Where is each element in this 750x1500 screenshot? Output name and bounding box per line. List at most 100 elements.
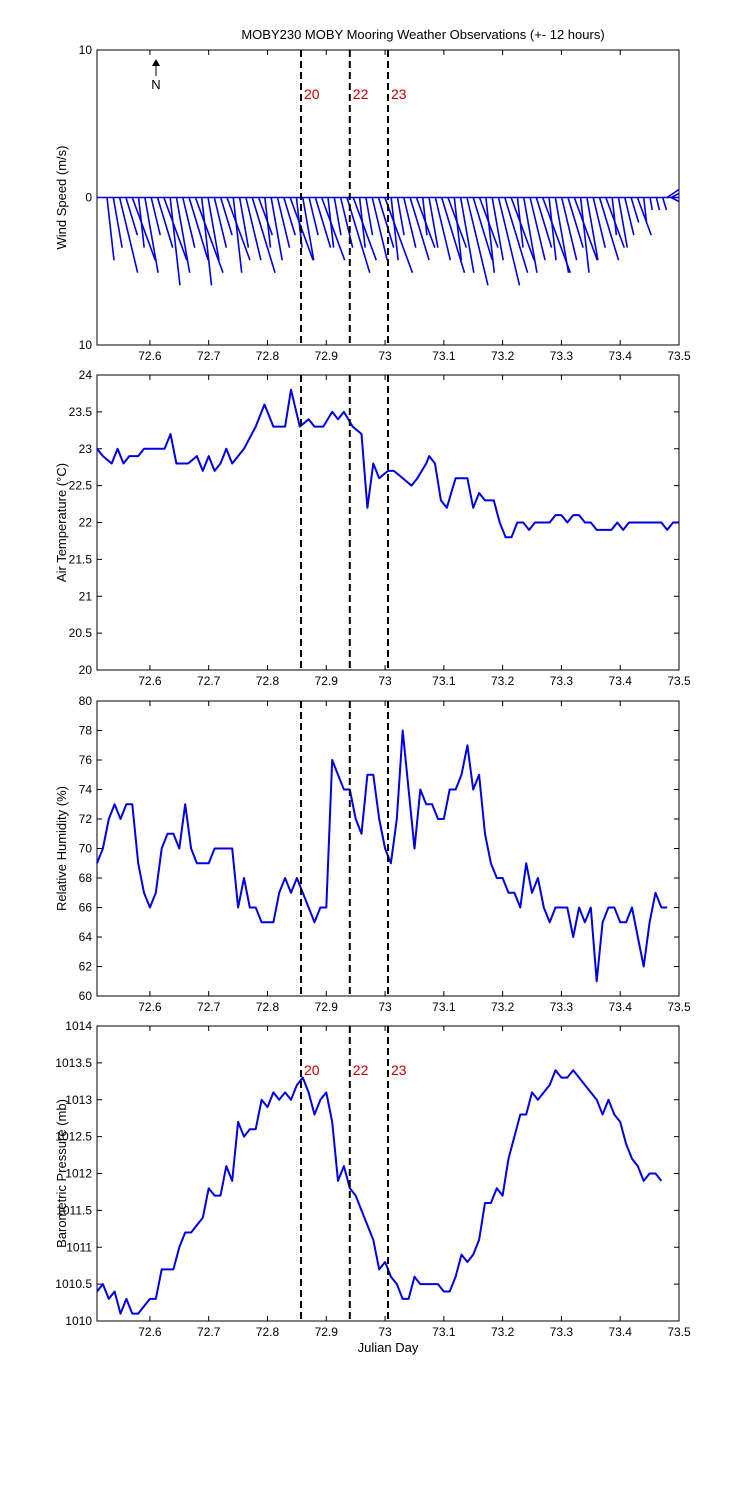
wind-vector <box>352 197 378 261</box>
series-line-0 <box>96 1069 663 1315</box>
x-tick-label: 72.8 <box>256 349 280 363</box>
wind-vector <box>396 197 405 236</box>
wind-vector <box>390 197 399 261</box>
wind-vector <box>226 197 251 261</box>
series-line-0 <box>96 729 668 983</box>
x-tick-label: 73.5 <box>667 674 691 688</box>
wind-vector <box>642 197 648 223</box>
y-tick-label: 22.5 <box>69 479 93 493</box>
x-tick-label: 73.5 <box>667 1000 691 1014</box>
event-marker-label: 22 <box>353 1062 369 1078</box>
wind-vector <box>617 197 629 248</box>
wind-vector <box>144 197 159 273</box>
y-tick-label: 76 <box>79 753 93 767</box>
y-tick-label: 62 <box>79 960 93 974</box>
x-tick-label: 73.5 <box>667 349 691 363</box>
x-tick-label: 73.1 <box>432 349 456 363</box>
wind-vector <box>245 197 262 261</box>
x-tick-label: 73.3 <box>550 674 574 688</box>
y-tick-label: 78 <box>79 724 93 738</box>
y-tick-label: 1011 <box>66 1240 92 1254</box>
wind-vector <box>150 197 161 236</box>
x-tick-label: 72.8 <box>256 1000 280 1014</box>
y-tick-label: 0 <box>85 191 92 205</box>
wind-vector <box>560 197 578 261</box>
y-tick-label: 20 <box>79 663 93 677</box>
x-tick-label: 73.2 <box>491 1325 515 1339</box>
wind-vector <box>567 197 584 248</box>
x-tick-label: 72.6 <box>138 674 162 688</box>
x-tick-label: 73 <box>378 349 392 363</box>
x-tick-label: 72.7 <box>197 1325 221 1339</box>
wind-vector <box>611 197 618 236</box>
x-tick-label: 73.4 <box>609 1325 633 1339</box>
event-marker-label: 20 <box>304 1062 320 1078</box>
y-tick-label: 1014 <box>65 1019 92 1033</box>
wind-vector <box>624 197 635 236</box>
north-arrow-head <box>152 59 160 66</box>
wind-vector <box>276 197 291 248</box>
y-axis-label: Air Temperature (°C) <box>54 463 69 582</box>
wind-vector <box>548 197 557 261</box>
wind-vector <box>497 197 521 286</box>
wind-vector <box>516 197 524 248</box>
x-tick-label: 73.4 <box>609 349 633 363</box>
x-tick-label: 72.7 <box>197 1000 221 1014</box>
y-tick-label: 60 <box>79 989 93 1003</box>
wind-vector <box>339 197 354 248</box>
x-tick-label: 73.4 <box>609 674 633 688</box>
wind-vector <box>264 197 272 248</box>
wind-vector <box>535 197 553 248</box>
wind-vector <box>579 197 590 273</box>
x-tick-label: 72.9 <box>315 1000 339 1014</box>
wind-vector <box>181 197 196 248</box>
x-tick-label: 73.3 <box>550 1000 574 1014</box>
wind-vector <box>649 197 654 211</box>
x-tick-label: 73.3 <box>550 349 574 363</box>
wind-vector <box>207 197 220 261</box>
x-tick-label: 73.2 <box>491 674 515 688</box>
x-tick-label: 72.8 <box>256 1325 280 1339</box>
wind-vector <box>630 197 640 223</box>
wind-vector <box>283 197 296 236</box>
y-tick-label: 24 <box>79 368 93 382</box>
x-tick-label: 73.2 <box>491 1000 515 1014</box>
y-tick-label: 70 <box>79 842 93 856</box>
wind-vector <box>466 197 489 286</box>
y-tick-label: 68 <box>79 871 93 885</box>
wind-vector <box>491 197 504 261</box>
y-tick-label: 21 <box>79 589 93 603</box>
wind-vector <box>200 197 213 286</box>
x-tick-label: 73.4 <box>609 1000 633 1014</box>
y-tick-label: 23 <box>79 442 93 456</box>
wind-vector <box>453 197 463 261</box>
wind-vector <box>219 197 233 236</box>
x-tick-label: 73.3 <box>550 1325 574 1339</box>
wind-vector <box>384 197 414 274</box>
wind-vector <box>156 197 174 248</box>
wind-vector <box>459 197 475 273</box>
y-tick-label: 1011.5 <box>56 1203 92 1217</box>
wind-vector <box>403 197 417 248</box>
wind-vector <box>188 197 209 261</box>
wind-vector <box>169 197 181 286</box>
wind-vector <box>301 197 315 261</box>
x-tick-label: 72.6 <box>138 1325 162 1339</box>
x-tick-label: 72.6 <box>138 349 162 363</box>
y-axis-label: Wind Speed (m/s) <box>54 145 69 249</box>
x-tick-label: 72.7 <box>197 674 221 688</box>
wind-vector <box>655 197 661 211</box>
event-marker-label: 20 <box>304 86 320 102</box>
y-tick-label: 1012.5 <box>55 1130 92 1144</box>
y-tick-label: 66 <box>79 901 93 915</box>
wind-vector <box>270 197 283 261</box>
wind-vector <box>510 197 535 261</box>
north-label: N <box>151 77 160 92</box>
x-tick-label: 72.7 <box>197 349 221 363</box>
event-marker-label: 23 <box>391 1062 407 1078</box>
y-axis-label: Relative Humidity (%) <box>54 786 69 911</box>
wind-vector <box>106 197 115 261</box>
wind-vector <box>125 197 139 236</box>
wind-vector <box>472 197 494 261</box>
